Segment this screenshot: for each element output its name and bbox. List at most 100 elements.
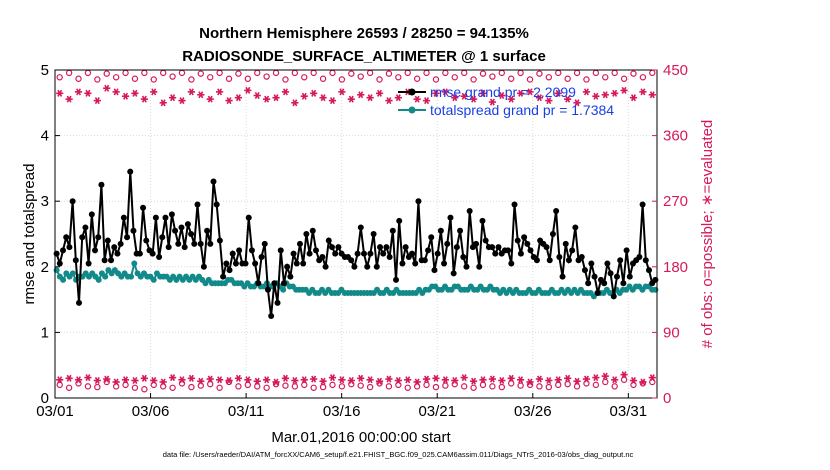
rmse-point [581,267,588,274]
rmse-point [389,227,396,234]
obs-evaluated-marker [84,89,92,97]
rmse-point [95,234,102,241]
obs-evaluated-marker [620,86,628,94]
obs-evaluated-low-stroke [311,375,317,383]
rmse-point [460,253,467,260]
obs-evaluated-marker [159,99,167,107]
obs-evaluated-low-stroke [123,376,129,384]
rmse-point [335,244,342,251]
rmse-point [357,224,364,231]
obs-evaluated-marker [216,88,224,96]
obs-possible-marker [611,69,618,77]
rmse-point [223,260,230,267]
obs-evaluated-stroke [235,94,241,102]
obs-possible-low-marker [479,381,487,389]
rmse-point [447,214,454,221]
obs-evaluated-stroke [377,89,383,97]
obs-possible-low-marker [630,381,637,389]
obs-possible-low-marker [470,384,477,391]
obs-evaluated-stroke [424,97,430,105]
rmse-point [591,273,598,280]
obs-evaluated-low-marker [648,374,656,382]
obs-evaluated-stroke [536,94,542,102]
rmse-point [162,214,169,221]
obs-possible-marker [197,70,204,77]
obs-possible-marker [649,69,656,77]
totalspread-point [95,276,102,283]
obs-evaluated-low-marker [338,376,346,384]
obs-evaluated-low-stroke [536,375,542,383]
rmse-point [85,260,92,267]
obs-evaluated-marker [272,94,280,102]
rmse-point [476,263,483,270]
rmse-point [562,240,569,247]
obs-possible-marker [338,76,346,83]
rmse-point [127,168,134,175]
obs-evaluated-low-stroke [565,374,571,382]
obs-evaluated-low-marker [639,378,647,386]
obs-evaluated-stroke [141,95,147,103]
obs-evaluated-low-stroke [348,376,354,385]
obs-evaluated-marker [460,92,468,100]
rmse-point [204,227,211,234]
obs-possible-marker [564,75,571,82]
obs-evaluated-marker [187,88,195,96]
obs-possible-low-marker [131,384,139,391]
obs-possible-low-marker [564,380,571,388]
obs-evaluated-stroke [395,94,401,102]
obs-possible-marker [188,76,195,83]
obs-possible-low-marker [216,384,223,391]
obs-evaluated-low-marker [385,375,393,383]
obs-possible-marker [592,69,600,77]
obs-evaluated-low-stroke [188,374,194,382]
obs-evaluated-stroke [94,97,100,105]
obs-evaluated-low-stroke [76,376,82,384]
obs-evaluated-stroke [339,88,345,96]
obs-evaluated-low-marker [347,376,355,385]
rmse-point [450,270,457,277]
obs-possible-marker [263,73,270,80]
obs-evaluated-stroke [85,89,91,97]
obs-possible-low-marker [319,383,327,391]
rmse-point [56,260,63,267]
obs-evaluated-low-stroke [471,377,477,385]
obs-evaluated-low-stroke [113,378,119,386]
obs-evaluated-low-marker [319,377,327,385]
obs-evaluated-marker [291,99,299,107]
obs-evaluated-low-marker [394,376,402,385]
obs-possible-marker [385,70,393,77]
obs-evaluated-stroke [264,95,270,103]
obs-possible-low-marker [263,384,270,391]
obs-evaluated-low-stroke [104,375,110,383]
obs-evaluated-low-marker [291,376,299,385]
obs-evaluated-low-marker [56,376,64,384]
obs-evaluated-stroke [480,89,486,97]
obs-possible-low-marker [366,383,374,391]
rmse-point [268,313,275,319]
obs-possible-low-marker [508,380,515,387]
obs-evaluated-low-stroke [508,374,514,382]
obs-evaluated-low-stroke [386,375,392,383]
obs-evaluated-marker [526,88,534,96]
obs-evaluated-marker [253,91,261,100]
obs-possible-marker [103,70,110,77]
obs-possible-low-marker [423,381,430,389]
series-layer [53,69,659,393]
y-tick-label-right: 270 [663,193,688,210]
x-axis-label: Mar.01,2016 00:00:00 start [271,429,451,446]
obs-evaluated-marker [131,89,139,97]
rmse-point [149,250,156,257]
y-tick-label-left: 1 [41,324,49,341]
rmse-point [380,250,387,257]
obs-evaluated-low-marker [498,376,506,385]
rmse-point [588,260,595,267]
obs-possible-marker [479,70,487,77]
rmse-point [120,214,127,221]
obs-evaluated-low-marker [573,377,581,385]
x-tick-label: 03/16 [323,403,361,420]
rmse-point [325,237,332,244]
obs-evaluated-marker [206,95,214,103]
rmse-point [303,231,310,237]
obs-evaluated-marker [328,97,337,105]
obs-evaluated-stroke [367,94,373,102]
